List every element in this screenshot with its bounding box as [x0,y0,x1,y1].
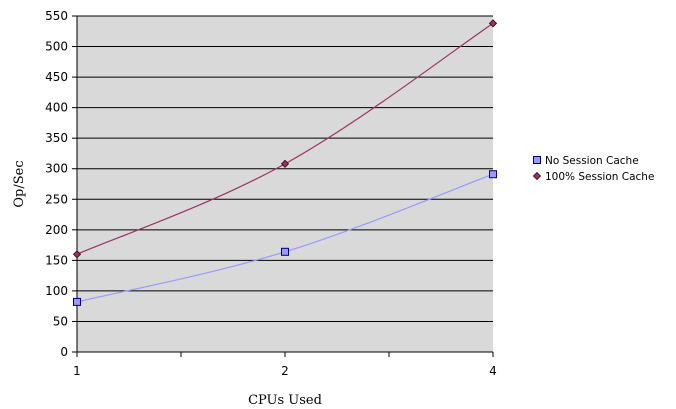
data-point [281,247,289,256]
y-tick-label: 250 [45,192,68,206]
legend-box [525,146,676,195]
y-tick-label: 100 [45,284,68,298]
y-tick-label: 450 [45,70,68,84]
plot-area [77,16,493,352]
series-group [72,19,498,306]
axes [72,15,494,357]
y-tick-label: 50 [53,314,68,328]
data-point [488,19,498,28]
legend-marker [533,156,541,164]
series-2 [72,19,498,259]
y-axis-title: Op/Sec [12,160,27,207]
y-tick-label: 200 [45,223,68,237]
gridlines [77,15,493,322]
series-1 [73,170,497,306]
y-tick-label: 0 [60,345,68,359]
x-tick-label: 1 [73,364,81,378]
x-tick-labels: 1 2 4 [73,364,497,378]
y-tick-label: 150 [45,253,68,267]
legend-label: No Session Cache [545,155,639,167]
y-tick-label: 500 [45,40,68,54]
legend-marker [532,171,542,181]
legend: No Session Cache 100% Session Cache [525,146,676,195]
x-tick-label: 4 [489,364,497,378]
y-tick-label: 300 [45,162,68,176]
y-tick-labels: 0 50 100 150 200 250 300 350 400 450 500 550 [45,9,68,359]
x-axis-title: CPUs Used [248,393,322,408]
x-tick-label: 2 [281,364,289,378]
legend-label: 100% Session Cache [545,171,654,183]
y-tick-label: 350 [45,131,68,145]
data-point [489,170,497,179]
y-tick-label: 550 [45,9,68,23]
data-point [72,250,82,259]
y-tick-label: 400 [45,101,68,115]
data-point [280,159,290,168]
data-point [73,297,81,306]
